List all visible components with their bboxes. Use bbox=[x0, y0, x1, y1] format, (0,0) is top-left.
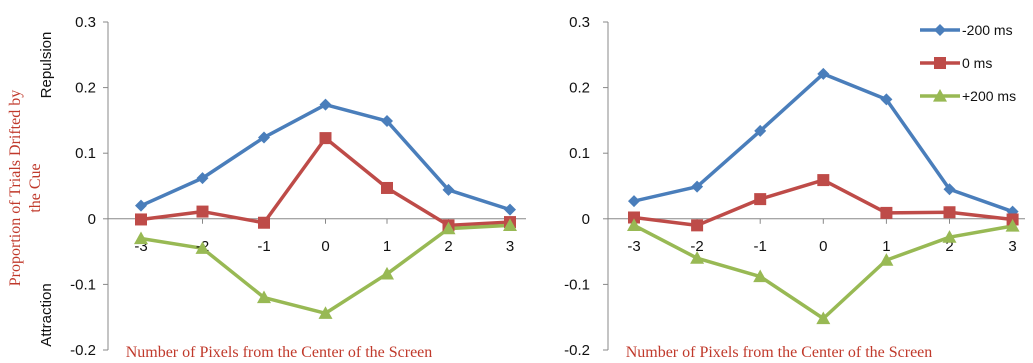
y-tick-label: 0.3 bbox=[569, 14, 590, 31]
y-axis-title-line2: the Cue bbox=[27, 163, 44, 212]
data-point bbox=[135, 213, 147, 226]
data-point bbox=[441, 221, 456, 235]
data-point bbox=[628, 195, 640, 208]
data-point bbox=[318, 306, 333, 319]
data-point bbox=[442, 183, 455, 196]
data-point bbox=[754, 124, 767, 137]
data-point bbox=[690, 251, 705, 264]
y-tick-label: -0.1 bbox=[70, 276, 96, 293]
x-tick-label: 1 bbox=[882, 238, 890, 255]
y-tick-label: 0 bbox=[88, 211, 96, 228]
data-point bbox=[943, 183, 956, 196]
y-tick-label: 0 bbox=[582, 211, 590, 228]
y-tick-label: 0.3 bbox=[75, 14, 96, 31]
data-point bbox=[258, 216, 270, 229]
y-tick-label: -0.1 bbox=[564, 276, 590, 293]
y-tick-label: 0.1 bbox=[569, 145, 590, 162]
data-point bbox=[817, 67, 830, 80]
y-tick-label: -0.2 bbox=[70, 342, 96, 359]
legend-marker bbox=[934, 24, 946, 36]
legend-marker bbox=[934, 57, 946, 69]
data-point bbox=[691, 180, 704, 193]
data-point bbox=[753, 269, 768, 283]
x-tick-label: -2 bbox=[690, 238, 703, 255]
data-point bbox=[879, 253, 894, 266]
data-point bbox=[319, 132, 332, 145]
data-point bbox=[196, 172, 209, 185]
x-tick-label: 3 bbox=[1008, 238, 1016, 255]
data-point bbox=[943, 206, 956, 219]
y-tick-label: 0.2 bbox=[569, 80, 590, 97]
legend-label: 0 ms bbox=[962, 55, 992, 71]
data-point bbox=[380, 266, 394, 280]
data-point bbox=[504, 203, 516, 216]
y-tick-label: -0.2 bbox=[564, 342, 590, 359]
series-line bbox=[140, 102, 511, 212]
x-tick-label: 3 bbox=[506, 238, 514, 255]
data-point bbox=[134, 231, 148, 245]
data-point bbox=[880, 206, 893, 219]
data-point bbox=[754, 193, 767, 206]
y-axis-title-line1: Proportion of Trials Drifted by bbox=[7, 90, 24, 286]
legend: -200 ms 0 ms +200 ms bbox=[920, 22, 1016, 104]
attraction-label: Attraction bbox=[38, 283, 55, 346]
x-tick-label: -1 bbox=[754, 238, 767, 255]
x-axis-title: Number of Pixels from the Center of the … bbox=[126, 344, 433, 361]
data-point bbox=[880, 93, 893, 106]
x-tick-label: -3 bbox=[627, 238, 640, 255]
legend-label: +200 ms bbox=[962, 88, 1016, 104]
data-point bbox=[258, 131, 270, 144]
data-point bbox=[257, 290, 271, 304]
repulsion-label: Repulsion bbox=[38, 32, 55, 99]
data-point bbox=[816, 311, 831, 325]
x-tick-label: 2 bbox=[444, 238, 452, 255]
data-point bbox=[195, 241, 210, 254]
legend-label: -200 ms bbox=[962, 22, 1013, 38]
data-point bbox=[135, 199, 147, 212]
data-point bbox=[503, 218, 517, 231]
x-axis-title: Number of Pixels from the Center of the … bbox=[626, 344, 933, 361]
x-tick-label: 1 bbox=[383, 238, 391, 255]
y-tick-label: 0.1 bbox=[75, 145, 96, 162]
x-tick-label: 0 bbox=[819, 238, 827, 255]
x-tick-label: 2 bbox=[945, 238, 953, 255]
data-point bbox=[381, 181, 393, 194]
data-point bbox=[628, 211, 640, 224]
data-point bbox=[691, 219, 704, 232]
x-tick-label: -1 bbox=[257, 238, 270, 255]
data-point bbox=[319, 98, 332, 111]
legend-marker bbox=[933, 89, 947, 102]
y-tick-label: 0.2 bbox=[75, 80, 96, 97]
data-point bbox=[1005, 219, 1020, 232]
data-point bbox=[817, 174, 830, 187]
data-point bbox=[942, 230, 957, 243]
chart-right: -0.2 -0.1 0 0.1 0.2 0.3 -3 -2 -1 0 1 2 3 Number of Pi… bbox=[564, 14, 1025, 361]
x-tick-label: 0 bbox=[321, 238, 329, 255]
data-point bbox=[196, 205, 209, 218]
data-point bbox=[381, 115, 393, 128]
data-point bbox=[627, 218, 641, 231]
